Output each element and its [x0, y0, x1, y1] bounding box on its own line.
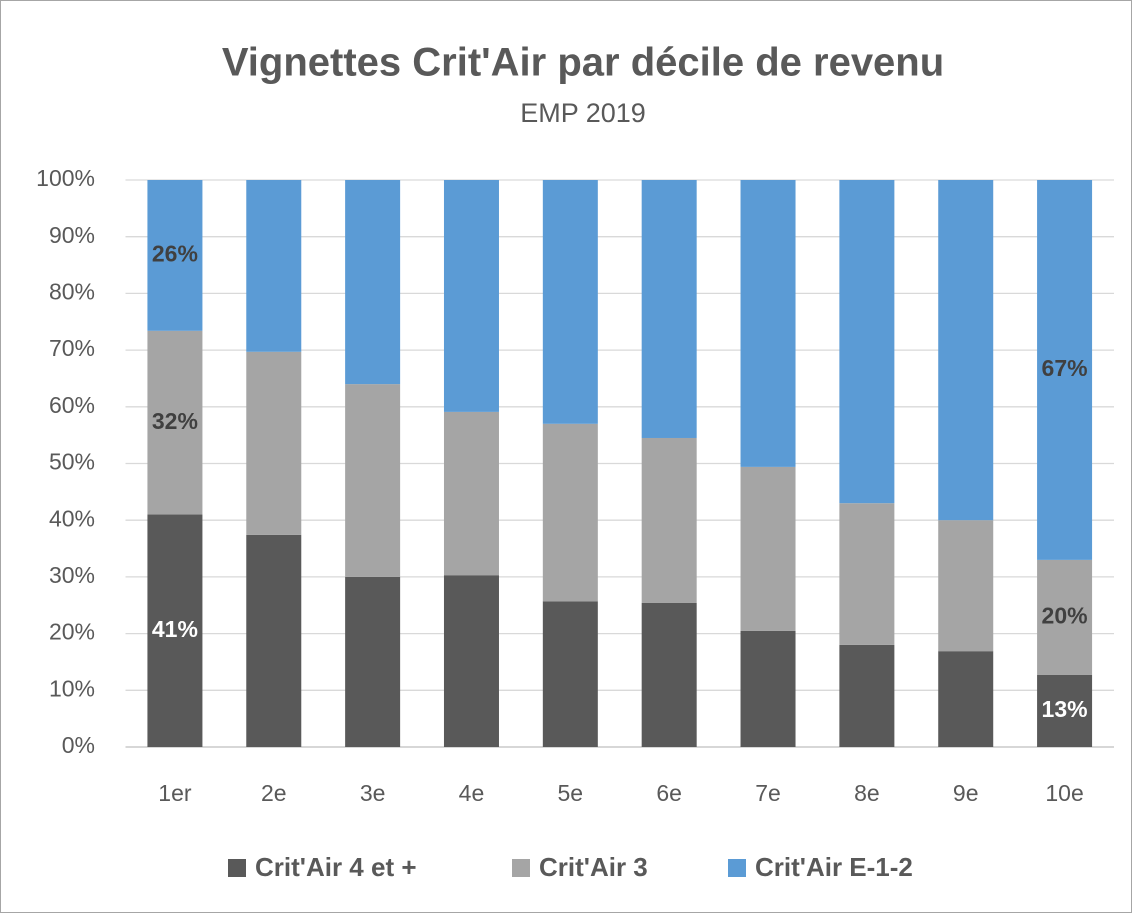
bar-segment [641, 602, 697, 747]
y-tick-label: 100% [36, 165, 95, 191]
data-label: 13% [1042, 696, 1088, 722]
bar-segment [443, 411, 499, 576]
bar-segment [542, 423, 598, 602]
bar-segment [740, 466, 796, 631]
bar-segment [147, 180, 203, 331]
bar-segment [938, 520, 994, 652]
bar-segment [345, 576, 401, 747]
bar-segment [443, 575, 499, 747]
legend-swatch [228, 859, 246, 877]
y-tick-label: 10% [49, 675, 95, 701]
bar-segment [345, 384, 401, 577]
data-label: 20% [1042, 603, 1088, 629]
bar-segment [839, 644, 895, 747]
bar-segment [147, 514, 203, 747]
legend-swatch [728, 859, 746, 877]
y-tick-label: 0% [62, 732, 95, 758]
y-tick-label: 20% [49, 619, 95, 645]
legend-label: Crit'Air 3 [539, 852, 648, 882]
x-tick-label: 3e [360, 780, 386, 806]
legend-label: Crit'Air 4 et + [255, 852, 417, 882]
bar-segment [641, 437, 697, 603]
bar-segment [740, 180, 796, 467]
bar-segment [740, 630, 796, 747]
x-tick-label: 7e [755, 780, 781, 806]
y-tick-label: 60% [49, 392, 95, 418]
x-tick-label: 6e [656, 780, 682, 806]
bar-segment [1037, 674, 1093, 747]
x-tick-label: 4e [459, 780, 485, 806]
bar-segment [542, 601, 598, 747]
bar-segment [345, 180, 401, 385]
bar-segment [542, 180, 598, 424]
bar-segment [246, 351, 302, 535]
bar-segment [839, 180, 895, 504]
legend-swatch [512, 859, 530, 877]
bar-segment [938, 180, 994, 521]
x-tick-label: 9e [953, 780, 979, 806]
x-tick-label: 10e [1045, 780, 1083, 806]
x-tick-label: 8e [854, 780, 880, 806]
data-label: 26% [152, 240, 198, 266]
bar-segment [147, 330, 203, 515]
data-label: 41% [152, 616, 198, 642]
bar-segment [641, 180, 697, 438]
x-tick-label: 5e [558, 780, 584, 806]
x-tick-label: 1er [158, 780, 192, 806]
data-label: 32% [152, 408, 198, 434]
bar-segment [1037, 559, 1093, 675]
chart-subtitle: EMP 2019 [520, 98, 646, 128]
bar-segment [839, 503, 895, 645]
bar-segment [938, 651, 994, 747]
x-tick-label: 2e [261, 780, 287, 806]
y-tick-label: 30% [49, 562, 95, 588]
y-tick-label: 50% [49, 449, 95, 475]
bar-segment [246, 534, 302, 747]
y-tick-label: 80% [49, 278, 95, 304]
y-tick-label: 90% [49, 222, 95, 248]
bar-segment [1037, 180, 1093, 560]
legend-label: Crit'Air E-1-2 [755, 852, 913, 882]
bar-segment [246, 180, 302, 352]
y-tick-label: 70% [49, 335, 95, 361]
y-tick-label: 40% [49, 505, 95, 531]
bar-segment [443, 180, 499, 412]
data-label: 67% [1042, 355, 1088, 381]
chart-title: Vignettes Crit'Air par décile de revenu [222, 41, 944, 85]
